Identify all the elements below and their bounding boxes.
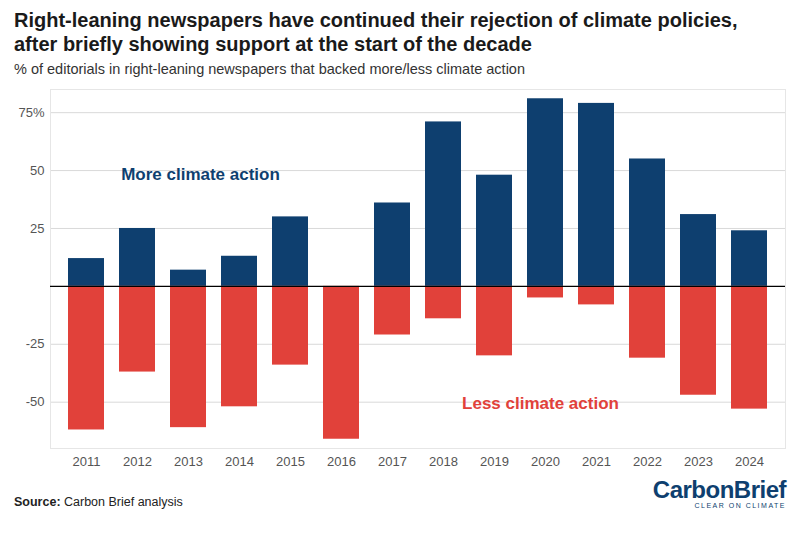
svg-text:50: 50: [30, 163, 44, 178]
svg-text:-25: -25: [26, 336, 45, 351]
svg-text:-50: -50: [26, 394, 45, 409]
svg-text:2014: 2014: [225, 454, 254, 469]
html-text:Right-leaning newspapers have: Right-leaning newspapers have continued …: [14, 9, 738, 55]
html-text:CLEAR ON CLIMATE: CLEAR ON CLIMATE: [694, 502, 786, 509]
svg-text:2021: 2021: [582, 454, 611, 469]
svg-text:2020: 2020: [531, 454, 560, 469]
svg-text:25: 25: [30, 221, 44, 236]
svg-text:2017: 2017: [378, 454, 407, 469]
svg-text:2024: 2024: [735, 454, 764, 469]
svg-text:2022: 2022: [633, 454, 662, 469]
html-text:% of editorials in right-leani: % of editorials in right-leaning newspap…: [14, 61, 525, 77]
svg-text:2016: 2016: [327, 454, 356, 469]
svg-text:75%: 75%: [18, 105, 44, 120]
html-text:CarbonBrief: CarbonBrief: [652, 476, 786, 503]
html-text:Source: Carbon Brief analysis: Source: Carbon Brief analysis: [14, 495, 183, 509]
svg-text:Less climate action: Less climate action: [462, 394, 619, 413]
svg-text:2023: 2023: [684, 454, 713, 469]
svg-text:2015: 2015: [276, 454, 305, 469]
svg-text:More climate action: More climate action: [121, 165, 280, 184]
svg-text:2011: 2011: [73, 454, 101, 469]
svg-text:2013: 2013: [174, 454, 203, 469]
svg-text:2012: 2012: [123, 454, 152, 469]
svg-text:2018: 2018: [429, 454, 458, 469]
svg-text:2019: 2019: [480, 454, 509, 469]
